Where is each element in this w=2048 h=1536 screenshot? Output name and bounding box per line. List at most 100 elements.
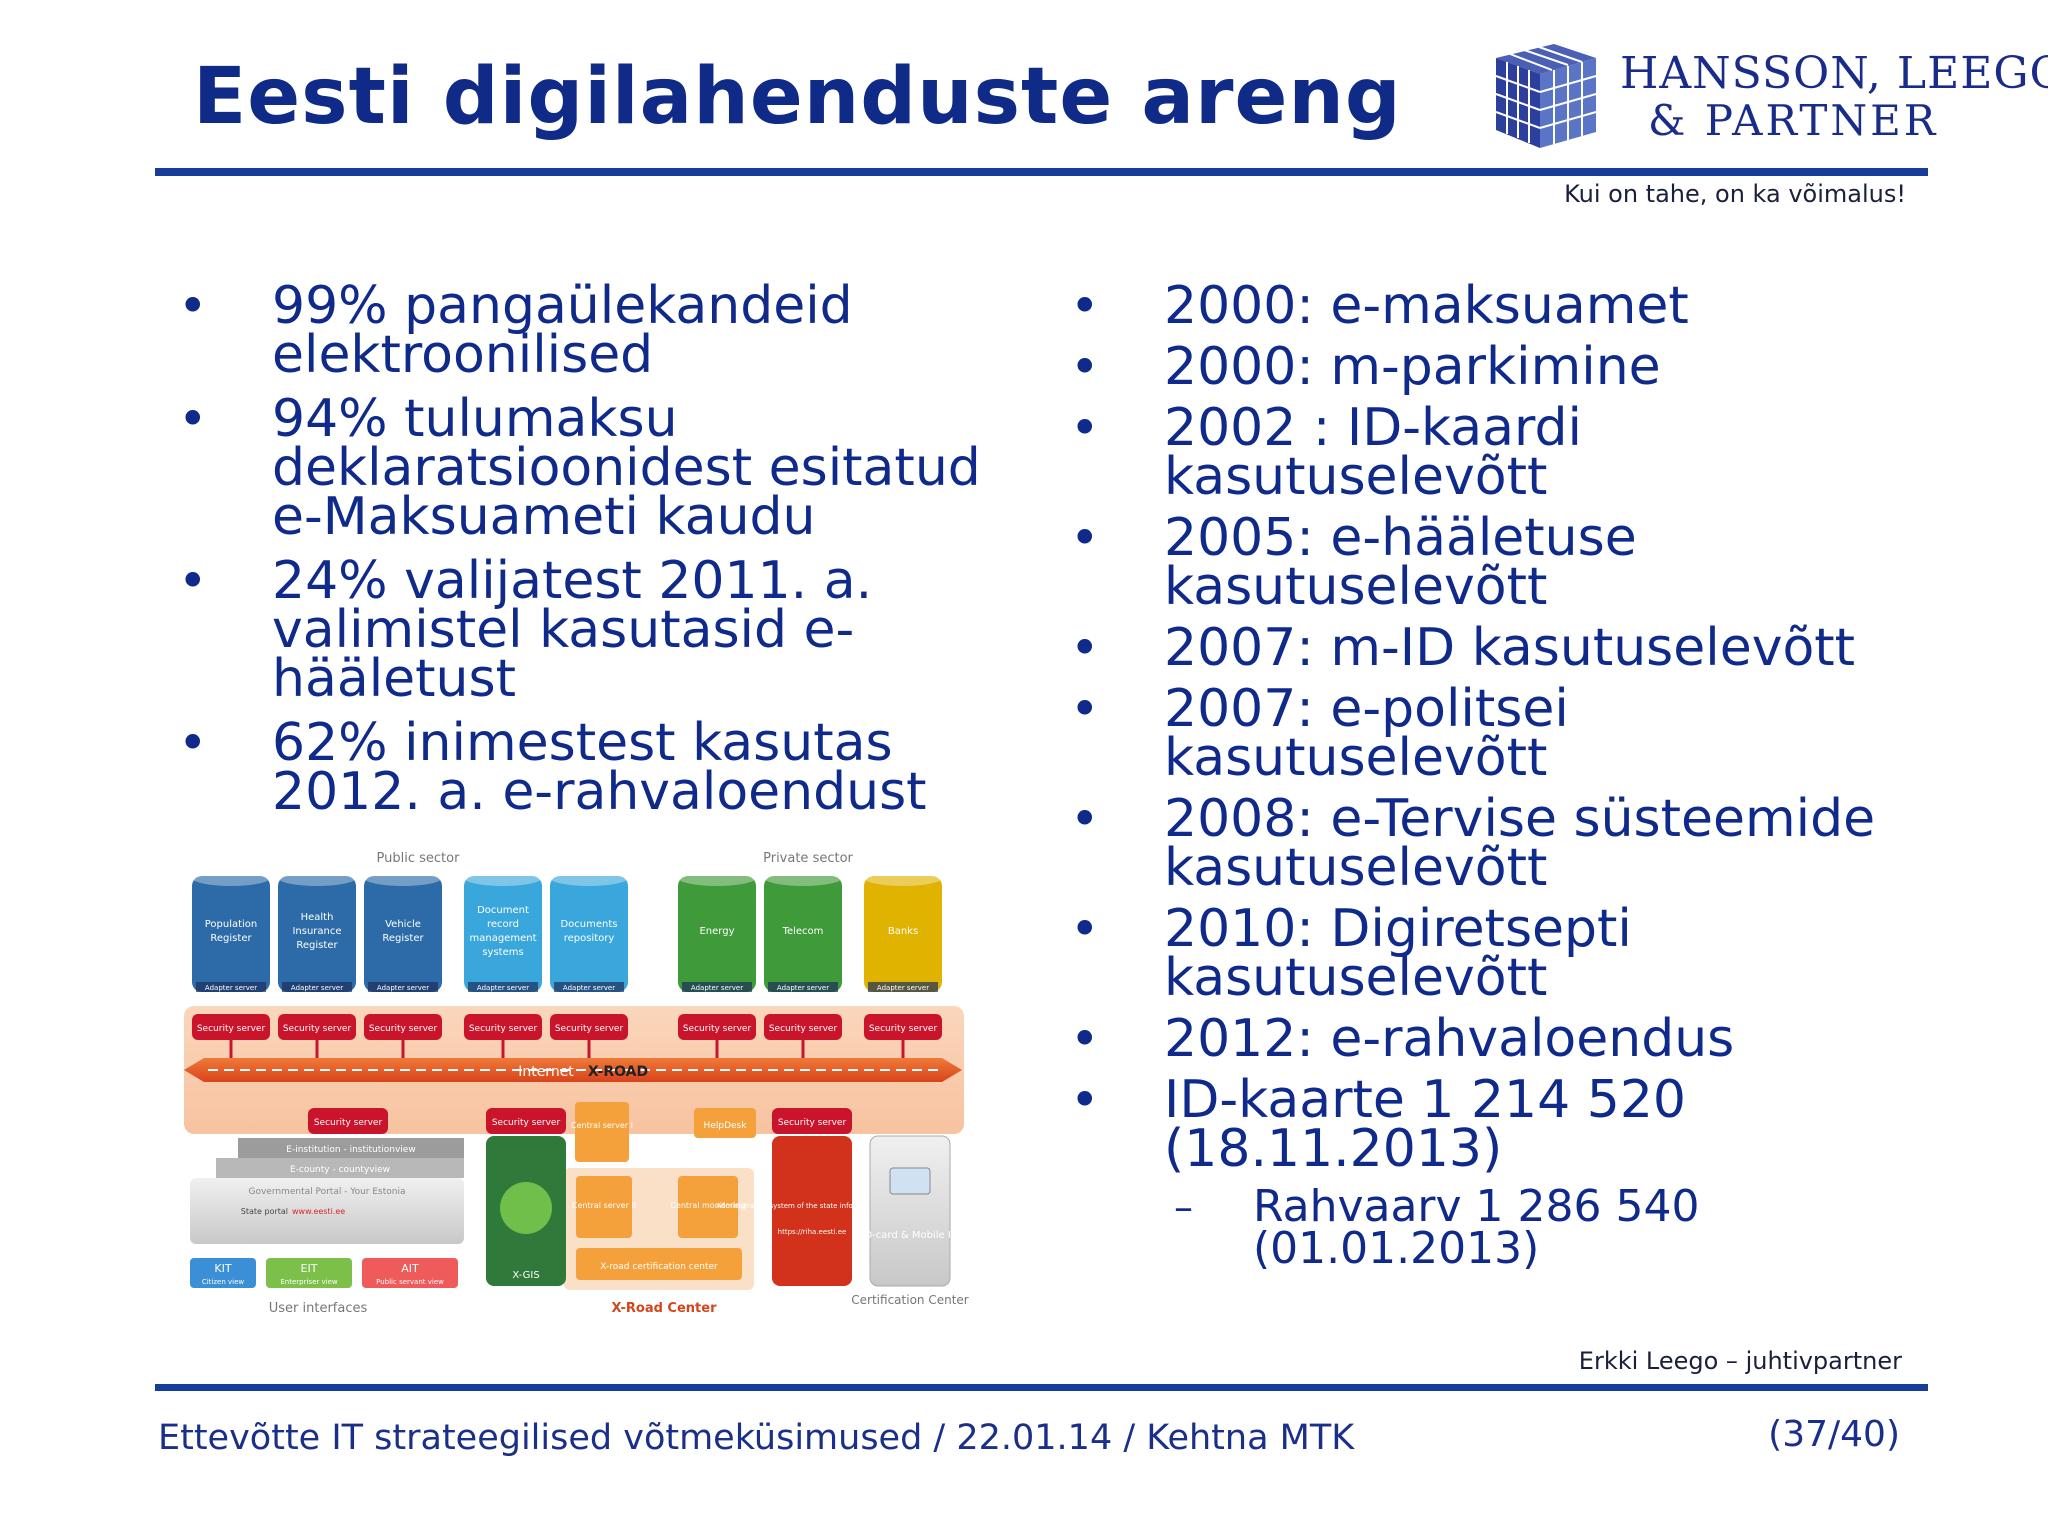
slide-title: Eesti digilahenduste areng <box>193 52 1402 142</box>
footer-text: Ettevõtte IT strateegilised võtmeküsimus… <box>158 1418 1355 1458</box>
security-server-label: Security server <box>283 1024 352 1034</box>
tagline: Kui on tahe, on ka võimalus! <box>1564 180 1906 208</box>
list-item: 94% tulumaksu deklaratsioonidest esitatu… <box>178 393 998 543</box>
lower-security-servers: Security server Security server Security… <box>308 1108 852 1134</box>
cube-grid-icon <box>1495 44 1597 148</box>
list-item: 2008: e-Tervise süsteemide kasutuselevõt… <box>1070 793 1900 894</box>
state-portal-link: www.eesti.ee <box>292 1207 345 1216</box>
central-server-1-label: Central server I <box>571 1121 633 1130</box>
register-label: Vehicle Register <box>382 919 424 944</box>
register-cylinder: Adapter server Telecom Security server <box>764 870 842 1058</box>
eit-box <box>266 1258 352 1288</box>
central-monitoring-box <box>678 1176 738 1238</box>
footer-rule <box>155 1384 1928 1391</box>
admin-system-cylinder <box>772 1136 852 1286</box>
ait-sub-label: Public servant view <box>376 1278 444 1286</box>
central-server-2-label: Central server II <box>572 1201 636 1210</box>
eit-sub-label: Enterpriser view <box>280 1278 338 1286</box>
central-server-2 <box>576 1176 632 1238</box>
admin-link: https://riha.eesti.ee <box>778 1228 847 1236</box>
list-item: 2007: e-politsei kasutuselevõtt <box>1070 683 1900 784</box>
adapter-server-label: Adapter server <box>205 984 257 992</box>
helpdesk-label: HelpDesk <box>704 1121 748 1131</box>
security-server-label: Security server <box>683 1024 752 1034</box>
security-server-label: Security server <box>469 1024 538 1034</box>
e-county-label: E-county - countyview <box>290 1165 390 1175</box>
ait-box <box>362 1258 458 1288</box>
xroad-architecture-diagram: Public sector Private sector Adapter ser… <box>184 851 969 1316</box>
list-item: 99% pangaülekandeid elektroonilised <box>178 280 998 381</box>
security-server-box <box>864 1014 942 1040</box>
internet-arrow <box>184 1058 962 1082</box>
security-server-box <box>278 1014 356 1040</box>
register-cylinder: Adapter server Energy Security server <box>678 870 756 1058</box>
xroad-label: X-ROAD <box>588 1064 648 1080</box>
adapter-server-label: Adapter server <box>377 984 429 992</box>
header-rule <box>155 168 1928 176</box>
xgis-label: X-GIS <box>512 1270 539 1281</box>
gov-portal-label: Governmental Portal - Your Estonia <box>248 1187 405 1197</box>
register-cylinder: Adapter server Population Register Security… <box>192 870 270 1058</box>
security-server-label: Security server <box>778 1118 847 1128</box>
id-card-cylinder <box>869 1135 951 1287</box>
list-item: 2005: e-hääletuse kasutuselevõtt <box>1070 512 1900 613</box>
list-item: 24% valijatest 2011. a. valimistel kasut… <box>178 555 998 705</box>
list-item: ID-kaarte 1 214 520 (18.11.2013) <box>1070 1074 1900 1175</box>
cylinder-group: Adapter server Population Register Security… <box>192 870 942 1058</box>
logo-text-line1: HANSSON, LEEGO <box>1620 48 2048 99</box>
register-label: Telecom <box>782 926 824 937</box>
id-card-icon <box>889 1167 931 1195</box>
ait-label: AIT <box>401 1262 419 1275</box>
security-server-box <box>764 1014 842 1040</box>
right-bullet-list: 2000: e-maksuamet 2000: m-parkimine 2002… <box>1070 280 1900 1271</box>
register-label: Health Insurance Register <box>292 912 341 951</box>
company-logo <box>1495 44 1597 148</box>
xroad-center-label: X-Road Center <box>612 1301 718 1316</box>
register-label: Population Register <box>205 919 258 944</box>
e-county-bar <box>216 1158 464 1178</box>
security-server-box <box>550 1014 628 1040</box>
adapter-server-label: Adapter server <box>777 984 829 992</box>
register-cylinder: Adapter server Document record management sy… <box>464 870 542 1058</box>
adapter-server-label: Adapter server <box>563 984 615 992</box>
e-institution-bar <box>238 1138 464 1158</box>
security-server-box <box>678 1014 756 1040</box>
register-label: Banks <box>888 926 918 937</box>
cert-center-box <box>576 1248 742 1280</box>
kit-label: KIT <box>214 1262 231 1275</box>
list-item: 2000: m-parkimine <box>1070 341 1900 393</box>
list-item: 2007: m-ID kasutuselevõtt <box>1070 622 1900 674</box>
state-portal-label: State portal <box>241 1207 288 1216</box>
security-server-label: Security server <box>369 1024 438 1034</box>
user-interfaces-label: User interfaces <box>269 1301 368 1316</box>
adapter-server-label: Adapter server <box>291 984 343 992</box>
register-label: Energy <box>699 926 734 937</box>
register-label: Documents repository <box>560 919 617 944</box>
public-sector-label: Public sector <box>377 851 461 866</box>
central-monitoring-label: Central monitoring <box>670 1201 745 1210</box>
left-bullet-list: 99% pangaülekandeid elektroonilised 94% … <box>178 280 998 818</box>
security-server-label: Security server <box>769 1024 838 1034</box>
security-server-label: Security server <box>869 1024 938 1034</box>
id-card-label: ID-card & Mobile ID <box>862 1230 959 1241</box>
register-cylinder: Adapter server Documents repository Securit… <box>550 870 628 1058</box>
central-server-1 <box>575 1102 629 1162</box>
security-server-box <box>192 1014 270 1040</box>
logo-text-line2: & PARTNER <box>1648 96 1939 145</box>
eit-label: EIT <box>301 1262 318 1275</box>
adapter-server-label: Adapter server <box>477 984 529 992</box>
adapter-server-label: Adapter server <box>877 984 929 992</box>
register-label: Document record management systems <box>470 905 537 958</box>
cert-center-label: X-road certification center <box>600 1262 718 1272</box>
certification-center-label: Certification Center <box>851 1293 969 1307</box>
sub-list-item: Rahvaarv 1 286 540 (01.01.2013) <box>1070 1185 1900 1271</box>
register-cylinder: Adapter server Banks Security server <box>864 870 942 1058</box>
list-item: 2000: e-maksuamet <box>1070 280 1900 332</box>
page-number: (37/40) <box>1768 1414 1900 1455</box>
kit-sub-label: Citizen view <box>202 1278 245 1286</box>
security-server-box <box>364 1014 442 1040</box>
register-cylinder: Adapter server Health Insurance Register Sec… <box>278 870 356 1058</box>
helpdesk-box <box>694 1108 756 1138</box>
adapter-server-label: Adapter server <box>691 984 743 992</box>
list-item: 2010: Digiretsepti kasutuselevõtt <box>1070 903 1900 1004</box>
